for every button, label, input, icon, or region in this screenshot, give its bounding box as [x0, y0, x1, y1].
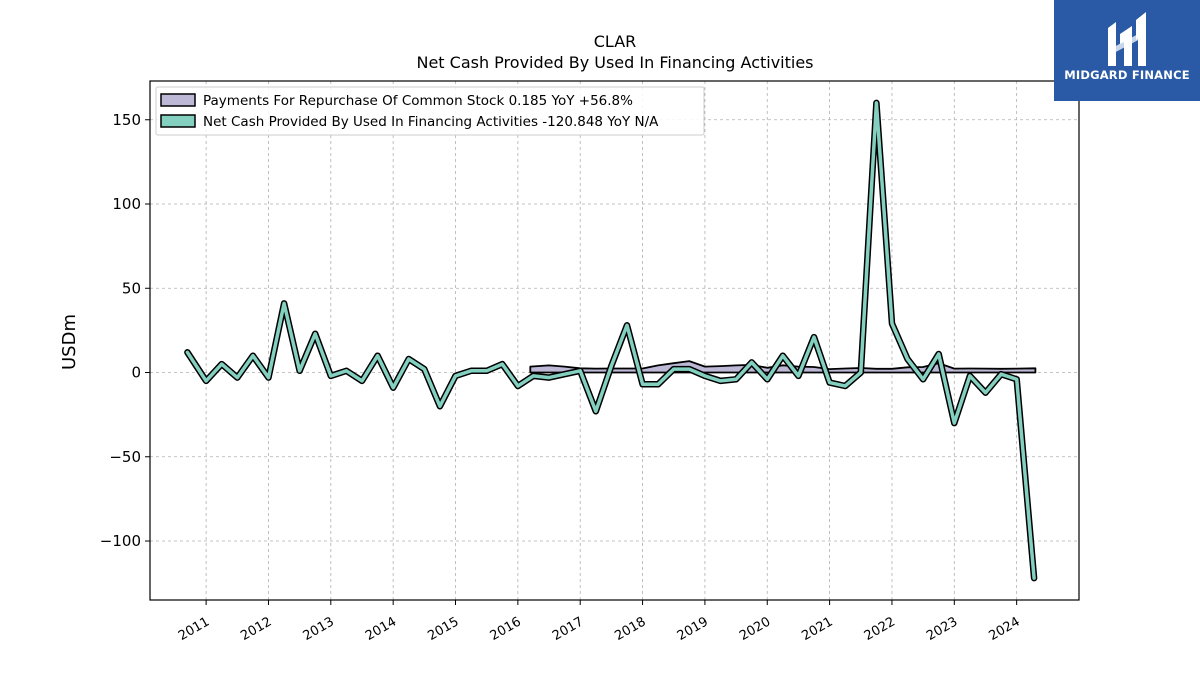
y-tick-label: 0	[131, 364, 141, 382]
legend-box	[155, 86, 705, 136]
x-tick-label: 2024	[986, 614, 1022, 644]
y-tick-label: 50	[122, 279, 141, 297]
x-tick-label: 2014	[363, 614, 399, 644]
x-tick-label: 2021	[799, 614, 835, 644]
brand-name: MIDGARD FINANCE	[1064, 68, 1190, 82]
brand-logo: MIDGARD FINANCE	[1054, 0, 1200, 101]
plot-frame	[149, 80, 1080, 601]
x-tick-label: 2016	[488, 614, 524, 644]
y-axis: 150 100 50 0 −50 −100	[100, 111, 150, 550]
y-tick-label: 100	[112, 195, 141, 213]
x-tick-label: 2018	[612, 614, 648, 644]
x-tick-label: 2012	[238, 614, 274, 644]
x-axis: 2011 2012 2013 2014 2015 2016 2017 2018 2019 2020…	[176, 600, 1023, 644]
legend-swatch-repurchase	[160, 93, 196, 107]
legend: Payments For Repurchase Of Common Stock …	[155, 86, 705, 136]
x-tick-label: 2013	[301, 614, 337, 644]
series-repurchase-band	[529, 360, 1037, 374]
y-tick-label: −50	[109, 448, 141, 466]
x-tick-label: 2020	[737, 614, 773, 644]
x-tick-label: 2019	[675, 614, 711, 644]
y-tick-label: 150	[112, 111, 141, 129]
x-tick-label: 2017	[550, 614, 586, 644]
brand-mark-icon	[1108, 12, 1146, 66]
legend-label-repurchase: Payments For Repurchase Of Common Stock …	[203, 93, 633, 109]
legend-label-financing: Net Cash Provided By Used In Financing A…	[203, 114, 659, 130]
x-tick-label: 2015	[425, 614, 461, 644]
x-tick-label: 2011	[176, 614, 212, 644]
plot-area	[184, 99, 1038, 582]
y-tick-label: −100	[100, 532, 141, 550]
x-tick-label: 2022	[862, 614, 898, 644]
x-tick-label: 2023	[924, 614, 960, 644]
series-financing-line	[185, 101, 1036, 580]
series-financing-outline	[184, 99, 1038, 582]
y-axis-label: USDm	[59, 314, 80, 370]
chart-subtitle: Net Cash Provided By Used In Financing A…	[416, 53, 813, 72]
chart-title: CLAR	[594, 32, 637, 51]
legend-swatch-financing	[160, 114, 196, 128]
